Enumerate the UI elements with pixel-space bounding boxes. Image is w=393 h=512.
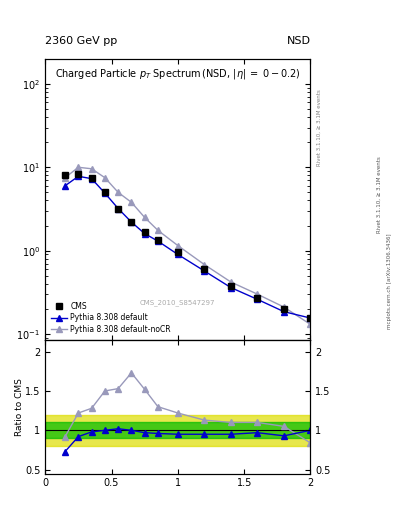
Text: Charged Particle $p_T$ Spectrum$\,({\rm NSD},\,|\eta|\,=\,\,0-0.2)$: Charged Particle $p_T$ Spectrum$\,({\rm …: [55, 67, 301, 81]
Y-axis label: Ratio to CMS: Ratio to CMS: [15, 378, 24, 436]
Text: Rivet 3.1.10, ≥ 3.1M events: Rivet 3.1.10, ≥ 3.1M events: [316, 90, 321, 166]
Text: CMS_2010_S8547297: CMS_2010_S8547297: [140, 300, 216, 306]
Text: Rivet 3.1.10, ≥ 3.1M events: Rivet 3.1.10, ≥ 3.1M events: [377, 156, 382, 233]
Bar: [45, 415, 310, 446]
Text: NSD: NSD: [286, 36, 310, 46]
Text: mcplots.cern.ch [arXiv:1306.3436]: mcplots.cern.ch [arXiv:1306.3436]: [387, 234, 391, 329]
Legend: CMS, Pythia 8.308 default, Pythia 8.308 default-noCR: CMS, Pythia 8.308 default, Pythia 8.308 …: [49, 300, 173, 336]
Bar: [45, 422, 310, 438]
Text: 2360 GeV pp: 2360 GeV pp: [45, 36, 118, 46]
